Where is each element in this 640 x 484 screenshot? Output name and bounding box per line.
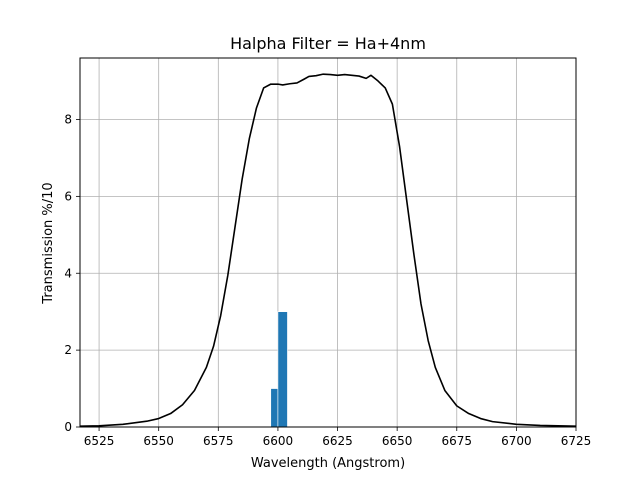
x-tick-label: 6575 (203, 434, 234, 448)
y-axis-label: Transmission %/10 (41, 182, 56, 304)
x-tick-label: 6650 (382, 434, 413, 448)
histogram-bars (270, 311, 288, 428)
y-tick-label: 0 (64, 420, 72, 434)
y-tick-label: 8 (64, 113, 72, 127)
chart-title: Halpha Filter = Ha+4nm (230, 34, 426, 53)
y-tick-label: 2 (64, 343, 72, 357)
grid (80, 58, 577, 428)
x-tick-label: 6600 (263, 434, 294, 448)
x-axis-label: Wavelength (Angstrom) (251, 456, 405, 471)
x-tick-label: 6725 (561, 434, 592, 448)
x-tick-label: 6675 (441, 434, 472, 448)
x-tick-label: 6525 (84, 434, 115, 448)
x-tick-label: 6700 (501, 434, 532, 448)
y-tick-label: 4 (64, 266, 72, 280)
histogram-bar (277, 311, 288, 428)
x-tick-label: 6625 (322, 434, 353, 448)
y-tick-label: 6 (64, 189, 72, 203)
transmission-curve (79, 73, 577, 428)
x-tick-label: 6550 (143, 434, 174, 448)
plot-frame (79, 57, 577, 428)
axis-ticks: 6525 6550 6575 6600 6625 6650 6675 6700 6725 0 2 4 6… (64, 113, 591, 449)
transmission-curve-layer (79, 73, 577, 428)
histogram-bar (270, 388, 279, 428)
